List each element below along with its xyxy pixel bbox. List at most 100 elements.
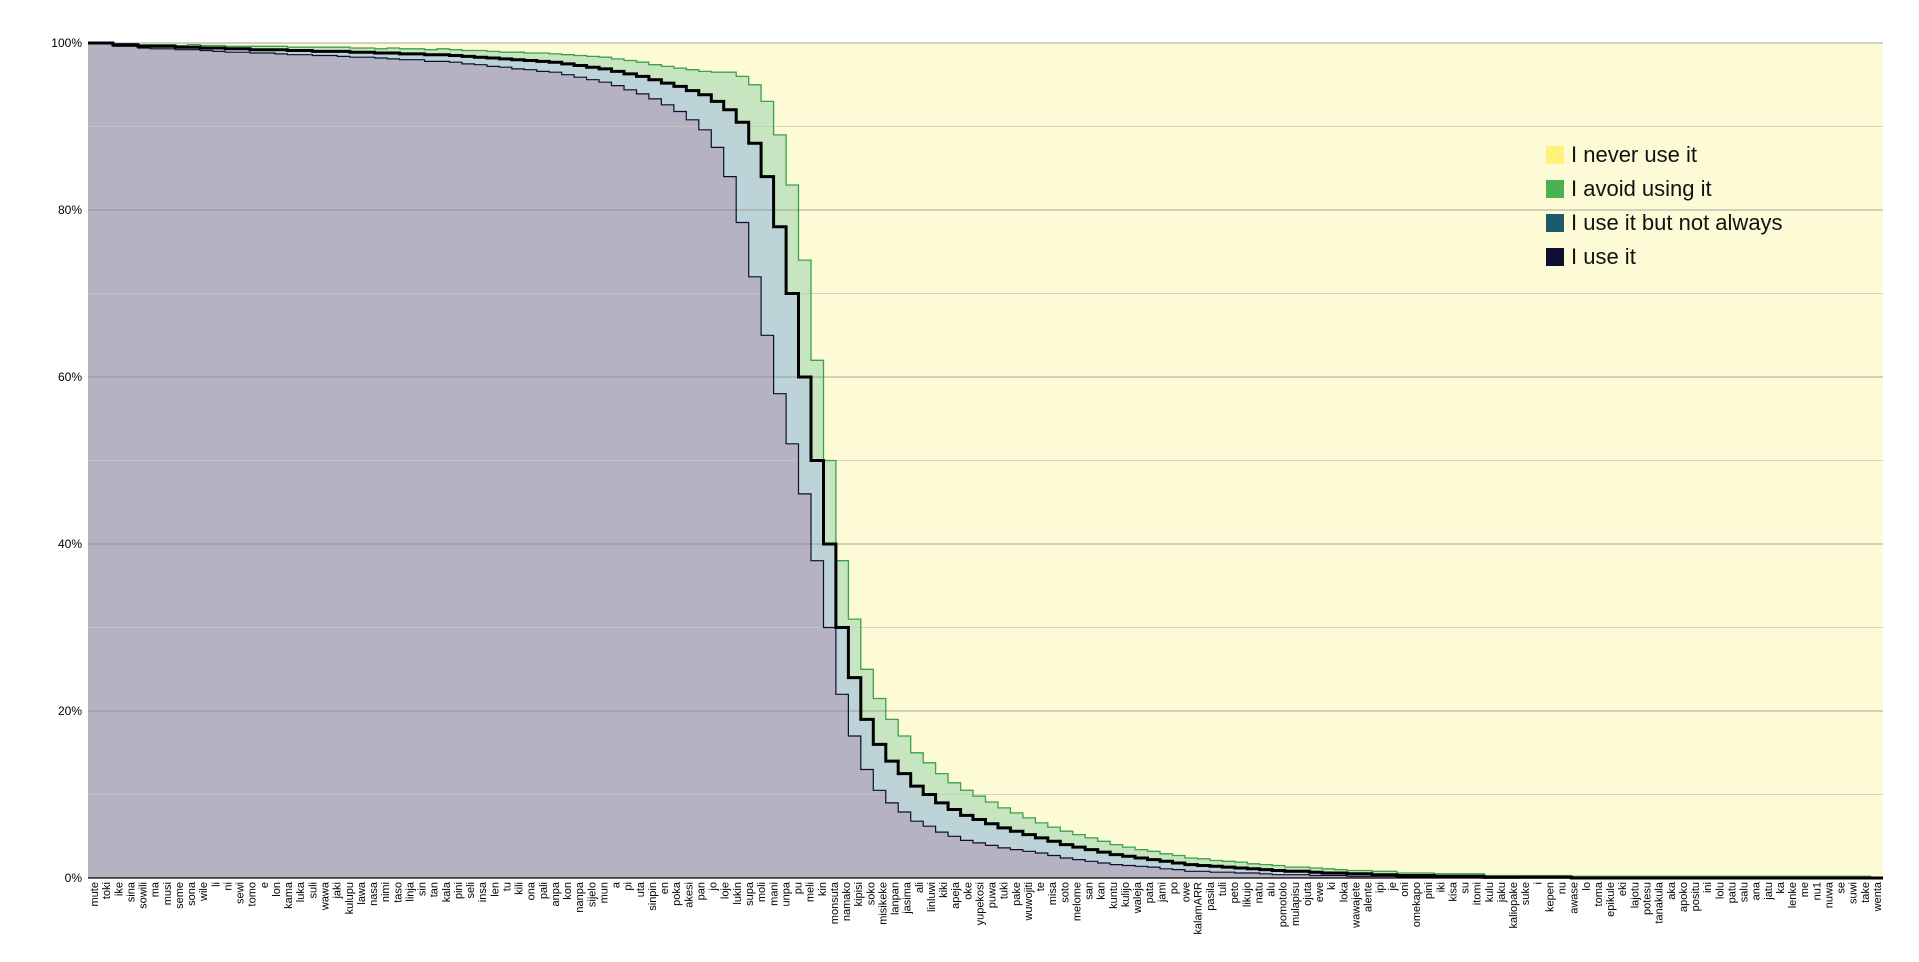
x-tick-label: kalamARR [1193, 882, 1205, 935]
x-tick-label: toma [1593, 881, 1605, 906]
x-tick-label: kon [562, 882, 574, 900]
x-tick-label: li [210, 882, 222, 887]
legend-label: I avoid using it [1571, 176, 1712, 201]
x-tick-label: luka [295, 881, 307, 902]
legend-swatch [1546, 180, 1564, 198]
x-tick-label: melome [1072, 882, 1084, 921]
x-tick-label: potesu [1642, 882, 1654, 915]
x-tick-label: suwi [1848, 882, 1860, 904]
x-tick-label: aka [1666, 881, 1678, 900]
x-tick-label: kuntu [1108, 882, 1120, 909]
x-tick-label: loje [720, 882, 732, 899]
x-tick-label: a [611, 881, 623, 888]
x-tick-label: jami [1156, 882, 1168, 903]
x-tick-label: i [1532, 882, 1544, 884]
x-tick-label: peto [1229, 882, 1241, 903]
y-tick-label: 40% [58, 537, 82, 551]
x-tick-label: patu [1726, 882, 1738, 903]
area-use-it [88, 43, 1883, 878]
x-tick-label: mun [599, 882, 611, 903]
x-tick-label: wuwojiti [1023, 882, 1035, 922]
x-tick-label: ka [1775, 881, 1787, 894]
x-tick-label: pasila [1205, 881, 1217, 911]
x-tick-label: taso [392, 882, 404, 903]
x-tick-label: poka [671, 881, 683, 906]
x-tick-label: je [1387, 882, 1399, 892]
x-tick-label: moli [756, 882, 768, 902]
legend-swatch [1546, 146, 1564, 164]
x-tick-label: sowili [138, 882, 150, 909]
x-tick-label: lolu [1714, 882, 1726, 899]
y-tick-label: 60% [58, 370, 82, 384]
x-tick-label: soto [1059, 882, 1071, 903]
series-areas [88, 43, 1883, 878]
x-tick-label: pi [623, 882, 635, 891]
x-tick-label: nu1 [1811, 882, 1823, 900]
x-tick-label: seme [174, 882, 186, 909]
x-tick-label: anpa [550, 881, 562, 906]
x-tick-label: monsuta [829, 881, 841, 924]
x-tick-label: sina [125, 881, 137, 902]
x-tick-label: oke [962, 882, 974, 900]
x-tick-label: jatu [1763, 882, 1775, 901]
line-avoid-using-it [88, 42, 1883, 879]
x-tick-label: pini [1423, 882, 1435, 899]
x-tick-label: awase [1569, 882, 1581, 914]
x-tick-label: ewe [1314, 882, 1326, 902]
x-tick-label: nasa [368, 881, 380, 906]
x-tick-label: take [1860, 882, 1872, 903]
x-tick-label: ojuta [1302, 881, 1314, 906]
x-tick-label: misa [1047, 881, 1059, 905]
legend-swatch [1546, 248, 1564, 266]
x-tick-label: pake [1011, 882, 1023, 906]
x-tick-label: wenta [1872, 881, 1884, 912]
x-tick-label: unpa [780, 881, 792, 906]
x-tick-label: kisa [1447, 881, 1459, 901]
x-tick-label: pini [453, 882, 465, 899]
x-tick-label: ini [1702, 882, 1714, 893]
x-tick-label: puwa [987, 881, 999, 908]
x-tick-label: te [1035, 882, 1047, 891]
x-tick-label: me [1799, 882, 1811, 897]
x-tick-label: san [1084, 882, 1096, 900]
x-tick-label: kili [514, 882, 526, 895]
y-tick-label: 0% [65, 871, 83, 885]
x-tick-label: lon [271, 882, 283, 897]
x-tick-label: supa [744, 881, 756, 906]
x-tick-label: pomotolo [1278, 882, 1290, 927]
x-tick-label: lenke [1787, 882, 1799, 908]
x-tick-label: seli [465, 882, 477, 899]
y-tick-label: 20% [58, 704, 82, 718]
x-tick-label: tuli [1217, 882, 1229, 896]
x-tick-label: kan [1096, 882, 1108, 900]
x-tick-label: likujo [1241, 882, 1253, 907]
x-tick-label: nanpa [574, 881, 586, 912]
x-tick-label: uta [635, 881, 647, 897]
x-tick-label: waleja [1132, 881, 1144, 914]
x-tick-label: kama [283, 881, 295, 909]
x-tick-label: tu [501, 882, 513, 891]
x-tick-label: se [1836, 882, 1848, 894]
x-tick-label: jaku [1496, 882, 1508, 903]
x-tick-label: musi [162, 882, 174, 905]
x-tick-label: lajotu [1629, 882, 1641, 908]
x-tick-label: po [1169, 882, 1181, 894]
x-tick-label: sewi [235, 882, 247, 904]
x-tick-label: kulijo [1120, 882, 1132, 907]
x-tick-label: tan [429, 882, 441, 897]
x-tick-label: ni [223, 882, 235, 891]
x-tick-label: epikule [1605, 882, 1617, 917]
x-tick-label: kulupu [344, 882, 356, 914]
x-tick-label: insa [477, 881, 489, 902]
x-tick-label: en [659, 882, 671, 894]
x-tick-label: tuki [999, 882, 1011, 899]
x-tick-label: omekapo [1411, 882, 1423, 927]
x-tick-label: linja [404, 881, 416, 901]
legend-swatch [1546, 214, 1564, 232]
x-tick-label: nu [1557, 882, 1569, 894]
x-tick-label: suke [1520, 882, 1532, 905]
x-tick-label: alente [1363, 882, 1375, 912]
x-tick-label: pan [696, 882, 708, 900]
legend-label: I use it but not always [1571, 210, 1783, 235]
x-tick-label: soko [865, 882, 877, 905]
